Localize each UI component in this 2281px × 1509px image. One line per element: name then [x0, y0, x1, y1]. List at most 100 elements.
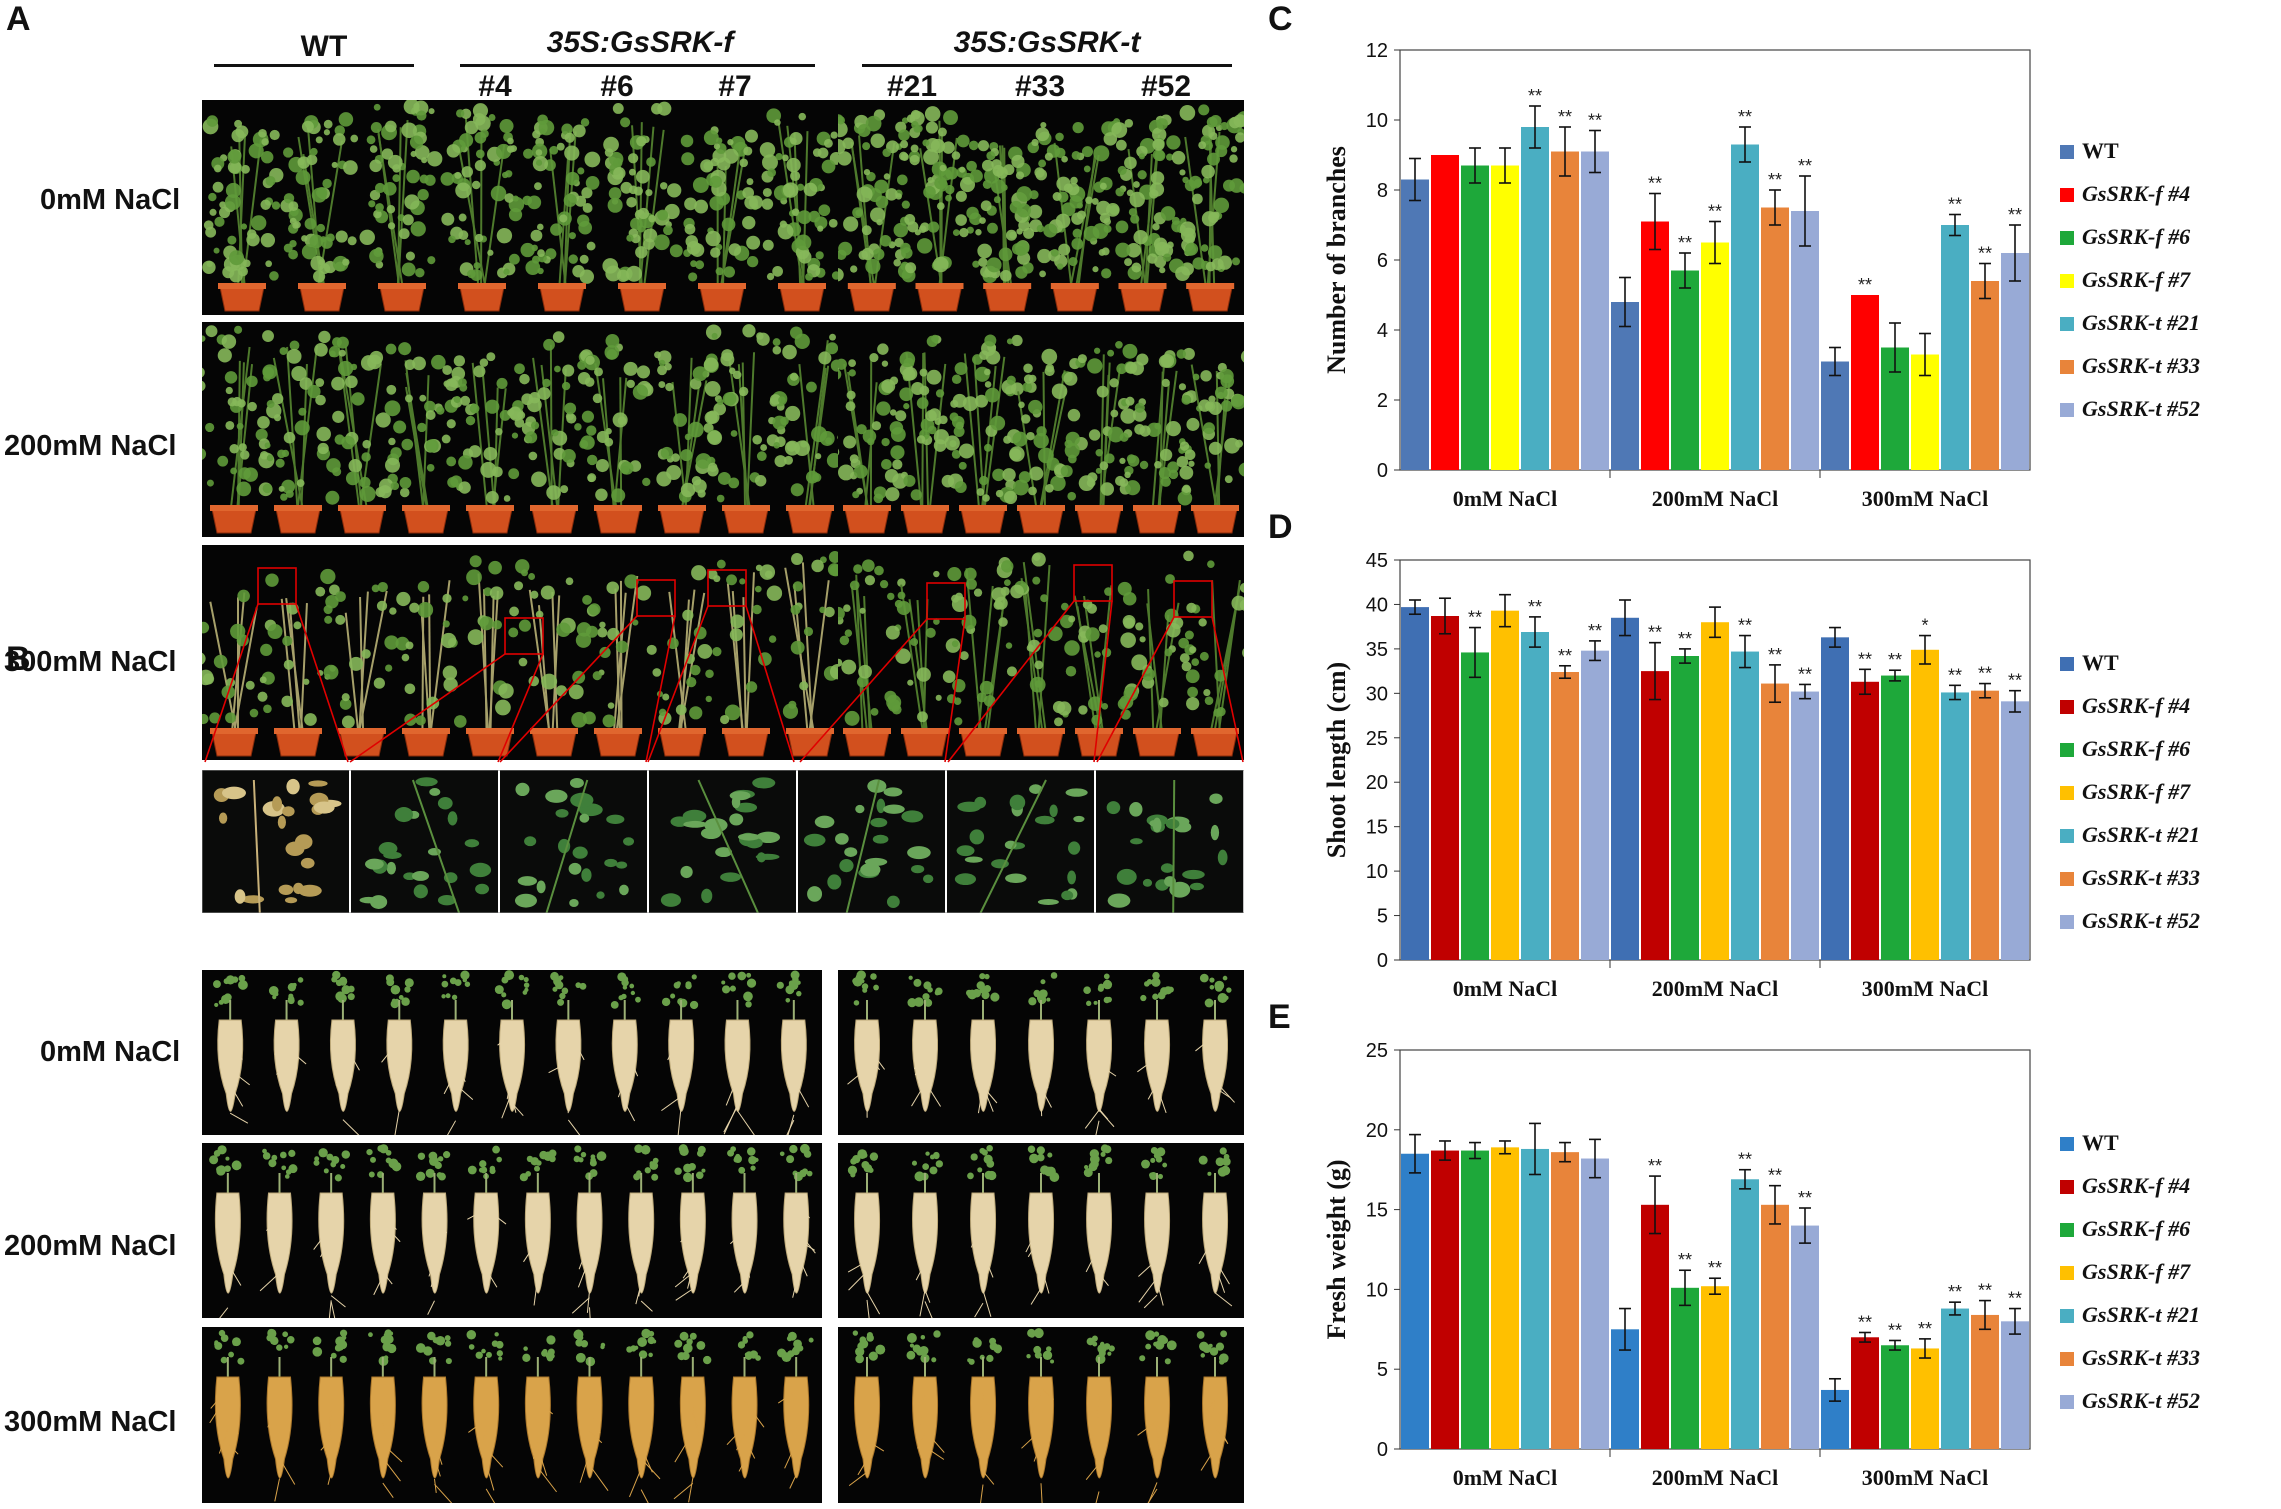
lateral-root — [567, 1064, 574, 1076]
plant-leaf — [716, 559, 726, 569]
lateral-root — [1040, 1048, 1049, 1064]
taproot — [970, 1019, 997, 1112]
shoot-leaf — [220, 1334, 229, 1342]
shoot-leaf — [1100, 1144, 1109, 1153]
lateral-root — [1156, 1086, 1167, 1114]
inset-leaf — [394, 806, 414, 823]
shoot-leaf — [855, 973, 863, 981]
lateral-root — [793, 1080, 810, 1108]
plant-leaf — [474, 159, 486, 172]
plant-leaf — [525, 260, 541, 276]
taproot — [421, 1376, 448, 1479]
inset-leaf — [1106, 801, 1121, 815]
shoot-leaf — [276, 1344, 283, 1351]
inset-leaf — [660, 893, 682, 907]
plant-leaf — [1184, 449, 1196, 461]
lateral-root — [866, 1051, 880, 1071]
plant-stem — [483, 144, 506, 288]
plant-leaf — [656, 471, 672, 487]
plant-leaf — [399, 476, 412, 489]
plant-leaf — [527, 195, 542, 210]
shoot-leaf — [385, 1149, 392, 1156]
inset-leaf — [956, 845, 975, 857]
shoot-leaf — [776, 981, 784, 989]
shoot-leaf — [789, 1144, 798, 1154]
plant-leaf — [373, 248, 383, 258]
significance-mark: ** — [1738, 616, 1752, 636]
plant-leaf — [271, 201, 281, 210]
plant-leaf — [464, 239, 471, 246]
inset-leaf — [844, 847, 858, 857]
plant-leaf — [895, 410, 907, 422]
plant-leaf — [396, 591, 411, 607]
lateral-root — [979, 1419, 984, 1450]
plant-leaf — [815, 251, 824, 260]
inset-leaf — [1169, 881, 1191, 898]
plant-leaf — [251, 215, 267, 231]
plant-leaf — [1045, 483, 1054, 493]
shoot-leaf — [1224, 1157, 1230, 1162]
plant-leaf — [446, 419, 456, 429]
plant-leaf — [828, 218, 838, 228]
plant-leaf — [952, 415, 965, 429]
shoot-leaf — [335, 1336, 346, 1347]
plant-leaf — [541, 673, 558, 690]
lateral-root — [446, 1041, 457, 1070]
inset-leaf — [437, 796, 453, 810]
inset-stem — [697, 779, 759, 914]
shoot-leaf — [972, 1338, 982, 1348]
plant-leaf — [745, 681, 758, 693]
legend-swatch — [2060, 915, 2074, 929]
plant-leaf — [324, 615, 333, 624]
plant-leaf — [828, 550, 841, 564]
plant-leaf — [442, 665, 458, 680]
shoot-leaf — [862, 1153, 868, 1158]
shoot-leaf — [524, 987, 529, 992]
plant-leaf — [334, 434, 345, 445]
plant-leaf — [864, 575, 876, 586]
lateral-root — [857, 1459, 868, 1476]
plant-leaf — [564, 145, 580, 161]
plant-leaf — [528, 573, 536, 580]
plant-leaf — [972, 260, 980, 268]
plant-leaf — [881, 379, 896, 394]
plant-leaf — [1181, 394, 1192, 405]
plant-leaf — [1153, 237, 1168, 251]
x-category-label: 0mM NaCl — [1453, 1465, 1557, 1490]
plant-leaf — [899, 140, 909, 149]
plant-leaf — [1003, 164, 1015, 176]
inset-leaf — [378, 842, 398, 856]
plant-leaf — [335, 230, 348, 243]
plant-leaf — [889, 409, 897, 416]
plant-leaf — [838, 249, 847, 260]
inset-leaf — [278, 884, 294, 895]
inset-leaf — [680, 865, 693, 879]
inset-leaf — [922, 874, 934, 884]
shoot-leaf — [341, 985, 351, 995]
shoot-leaf — [390, 984, 401, 995]
lateral-root — [667, 1031, 682, 1061]
plant-leaf — [775, 153, 783, 161]
shoot-leaf — [1224, 995, 1229, 1000]
plant-leaf — [202, 713, 209, 725]
lateral-root — [1203, 1399, 1216, 1414]
shoot-leaf — [217, 1145, 227, 1155]
legend-swatch — [2060, 743, 2074, 757]
pot-rim — [786, 505, 834, 511]
legend-swatch — [2060, 786, 2074, 800]
shoot-leaf — [1164, 1358, 1171, 1365]
significance-mark: ** — [1678, 629, 1692, 649]
y-tick-label: 25 — [1366, 1040, 1388, 1062]
shoot-leaf — [498, 1356, 503, 1361]
shoot-leaf — [808, 1337, 814, 1343]
bar — [1911, 649, 1939, 960]
plant-leaf — [739, 158, 749, 168]
shoot-leaf — [681, 1351, 690, 1361]
plant-stem — [843, 363, 869, 510]
plant-leaf — [499, 119, 514, 134]
plant-leaf — [767, 168, 777, 178]
plant-leaf — [1192, 193, 1203, 205]
lateral-root — [342, 1040, 360, 1071]
plant-leaf — [406, 169, 420, 184]
shoot-leaf — [686, 1338, 693, 1345]
